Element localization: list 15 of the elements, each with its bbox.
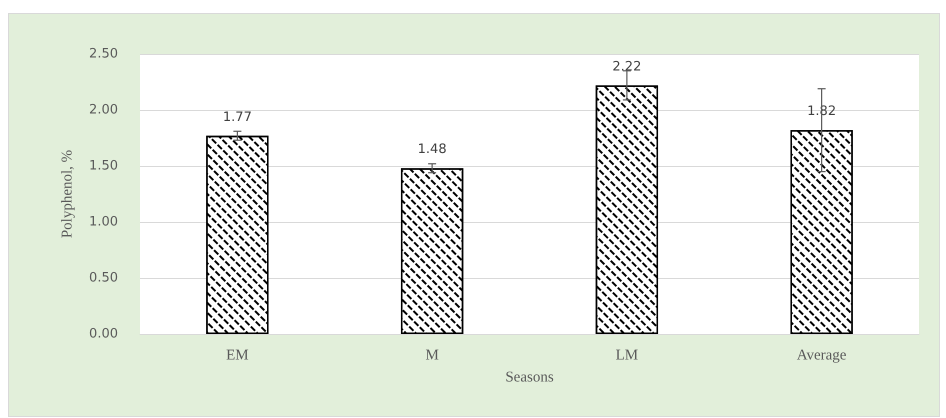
y-tick-label: 0.00 [89,326,118,342]
data-label: 1.77 [222,110,252,125]
x-tick-label: LM [616,348,638,364]
y-tick-label: 0.50 [89,270,118,286]
data-label: 1.48 [418,142,447,158]
x-tick-label: M [425,348,439,364]
y-tick-label: 2.50 [89,46,118,62]
data-label: 2.22 [612,59,642,74]
y-tick-label: 1.00 [89,214,118,230]
y-tick-label: 2.00 [89,102,118,118]
y-axis-title: Polyphenol, % [60,150,76,238]
x-tick-label: EM [226,348,249,364]
x-axis-title: Seasons [505,370,554,386]
x-tick-label: Average [796,348,847,364]
y-tick-label: 1.50 [89,158,118,174]
